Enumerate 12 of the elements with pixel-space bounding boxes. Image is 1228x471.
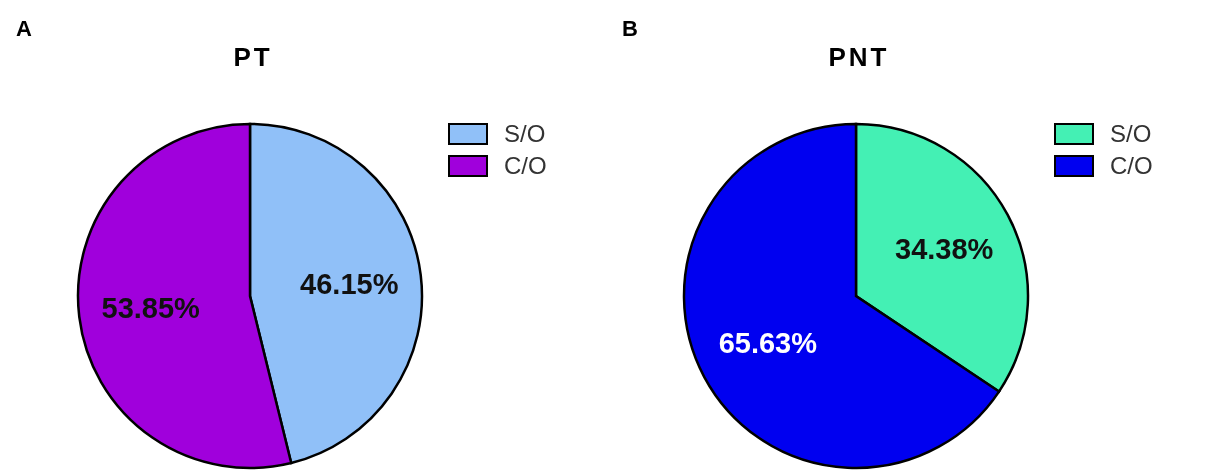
- data-label: 46.15%: [300, 267, 399, 300]
- data-label: 34.38%: [895, 232, 994, 265]
- text: A: [16, 16, 32, 42]
- data-label: 53.85%: [101, 292, 201, 325]
- text: B: [622, 16, 638, 42]
- data-label: 65.63%: [718, 327, 818, 360]
- chart-title: PT: [232, 42, 274, 73]
- chart-title: PNT: [827, 42, 891, 73]
- legend-label: S/O: [504, 120, 546, 148]
- legend-label: S/O: [1110, 120, 1152, 148]
- legend-label: C/O: [1110, 152, 1153, 180]
- legend-label: C/O: [504, 152, 547, 180]
